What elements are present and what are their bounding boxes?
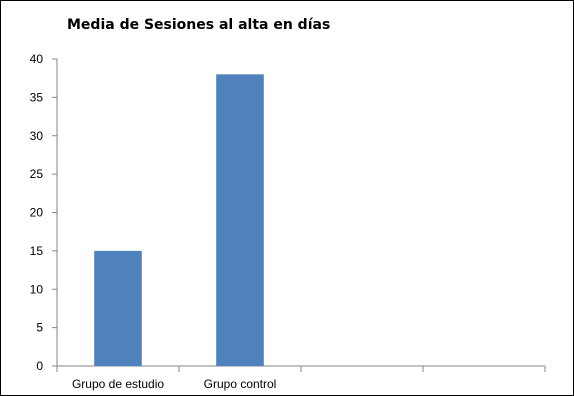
x-tick-label: Grupo de estudio bbox=[72, 377, 164, 391]
x-axis: Grupo de estudio Grupo control bbox=[56, 365, 546, 391]
y-tick-label: 40 bbox=[30, 52, 44, 66]
bar-2 bbox=[216, 74, 264, 366]
y-tick-label: 0 bbox=[36, 359, 43, 373]
bars bbox=[94, 74, 264, 366]
y-tick-label: 20 bbox=[30, 206, 44, 220]
y-tick-label: 30 bbox=[30, 129, 44, 143]
y-tick-label: 10 bbox=[30, 282, 44, 296]
y-tick-label: 25 bbox=[30, 167, 44, 181]
bar-1 bbox=[94, 250, 142, 366]
chart-title: Media de Sesiones al alta en días bbox=[67, 17, 331, 33]
y-axis: 0 5 10 15 20 25 30 35 40 bbox=[30, 52, 58, 373]
x-tick-label: Grupo control bbox=[204, 377, 277, 391]
y-tick-label: 35 bbox=[30, 90, 44, 104]
y-tick-label: 15 bbox=[30, 244, 44, 258]
y-tick-label: 5 bbox=[36, 321, 43, 335]
